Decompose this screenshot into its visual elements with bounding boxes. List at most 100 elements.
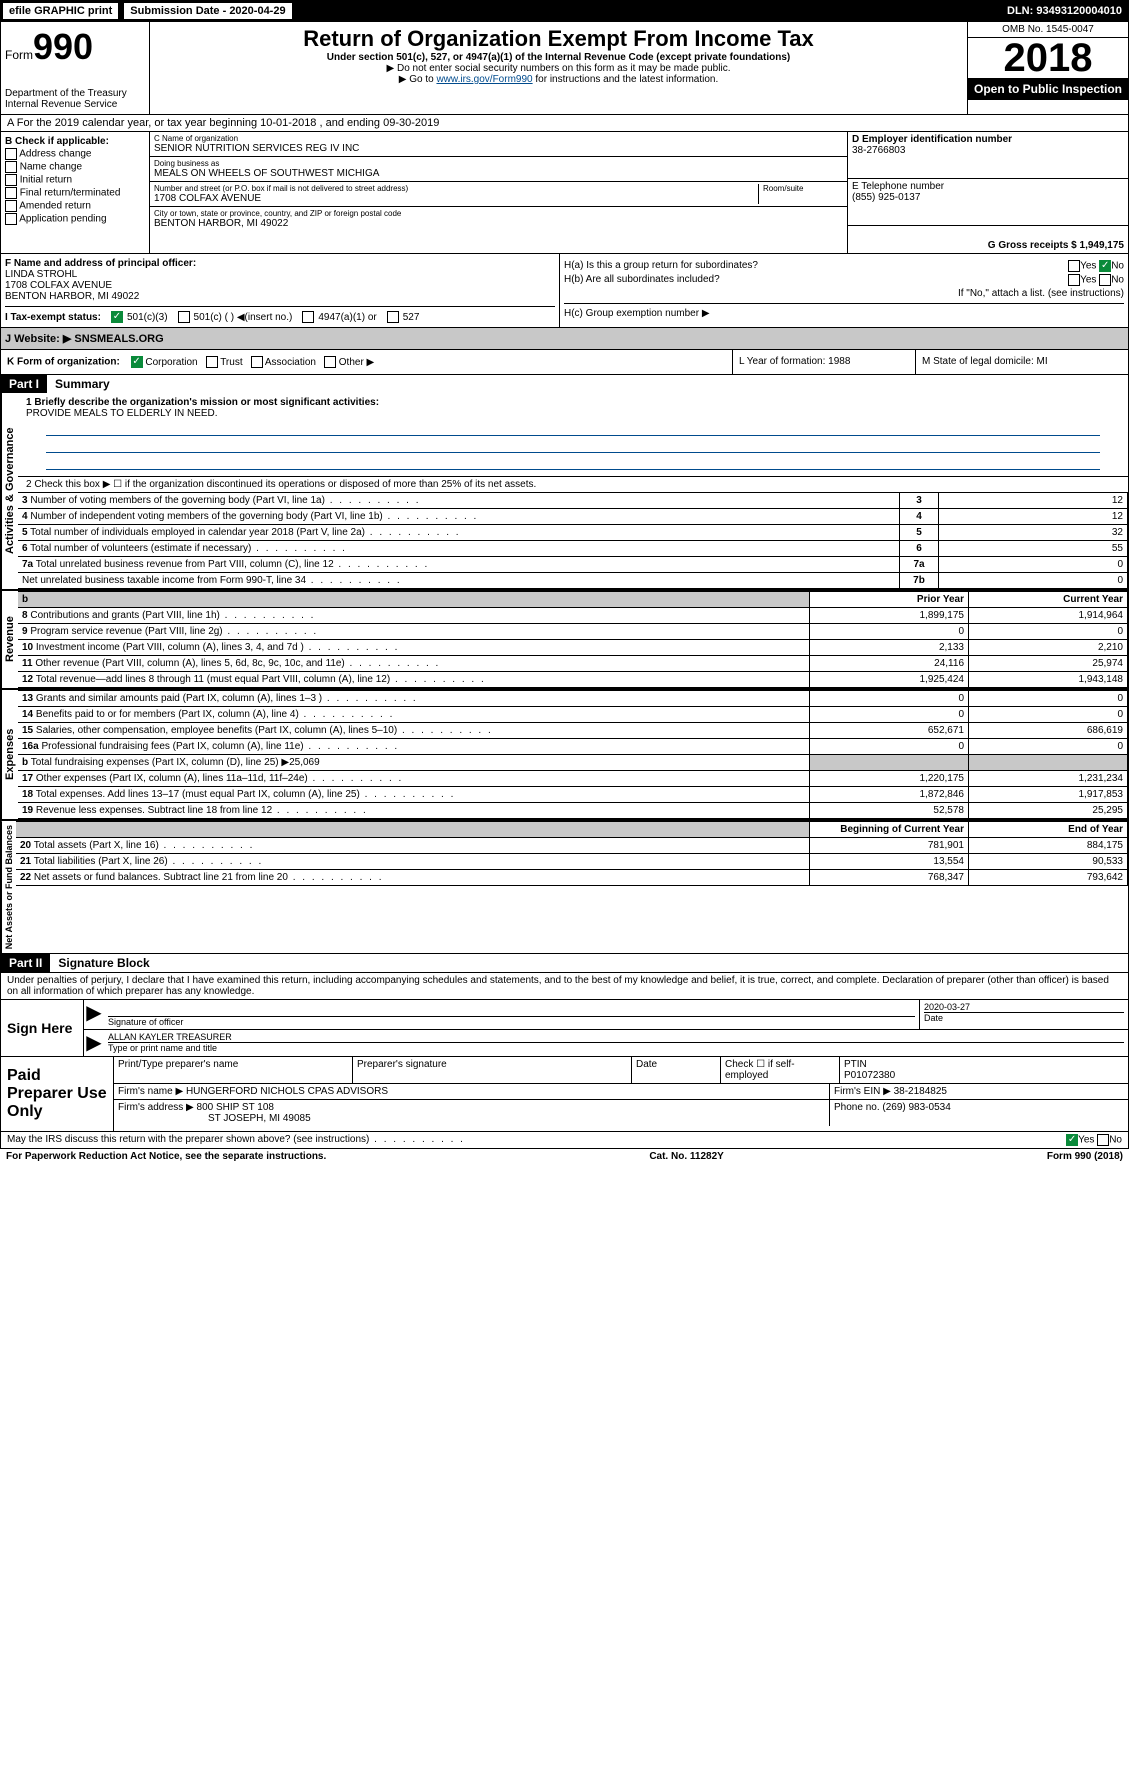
tax-year: 2018: [968, 38, 1128, 78]
preparer-name-header: Print/Type preparer's name: [114, 1057, 353, 1083]
table-row: 21 Total liabilities (Part X, line 26)13…: [16, 854, 1128, 870]
org-name-cell: C Name of organization SENIOR NUTRITION …: [150, 132, 847, 157]
table-row: 8 Contributions and grants (Part VIII, l…: [18, 608, 1128, 624]
table-row: 5 Total number of individuals employed i…: [18, 525, 1128, 541]
checkbox-option: Application pending: [5, 213, 145, 225]
section-m: M State of legal domicile: MI: [915, 350, 1128, 374]
line-1: 1 Briefly describe the organization's mi…: [18, 393, 1128, 476]
section-b: B Check if applicable: Address change Na…: [1, 132, 150, 253]
governance-table: 3 Number of voting members of the govern…: [18, 492, 1128, 589]
part-2: Part II Signature Block: [0, 954, 1129, 973]
part-1: Part I Summary Activities & Governance 1…: [0, 375, 1129, 954]
instr-2: ▶ Go to www.irs.gov/Form990 for instruct…: [154, 74, 963, 85]
table-row: 3 Number of voting members of the govern…: [18, 493, 1128, 509]
submission-date: Submission Date - 2020-04-29: [124, 3, 291, 19]
table-row: 14 Benefits paid to or for members (Part…: [18, 707, 1128, 723]
section-l: L Year of formation: 1988: [732, 350, 915, 374]
signature-field: Signature of officer: [104, 1000, 919, 1029]
table-row: 19 Revenue less expenses. Subtract line …: [18, 803, 1128, 819]
dln-number: DLN: 93493120004010: [1007, 5, 1128, 17]
table-row: 7a Total unrelated business revenue from…: [18, 557, 1128, 573]
form-org-option: Association: [251, 357, 316, 368]
sign-here-section: Sign Here ▶ Signature of officer 2020-03…: [0, 1000, 1129, 1057]
firm-address-cell: Firm's address ▶ 800 SHIP ST 108 ST JOSE…: [114, 1100, 830, 1126]
table-row: 13 Grants and similar amounts paid (Part…: [18, 691, 1128, 707]
table-row: b Total fundraising expenses (Part IX, c…: [18, 755, 1128, 771]
line-2: 2 Check this box ▶ ☐ if the organization…: [18, 476, 1128, 492]
paid-preparer-label: Paid Preparer Use Only: [1, 1057, 114, 1131]
checkbox-yes-icon: ✓: [1066, 1134, 1078, 1146]
vert-netassets: Net Assets or Fund Balances: [1, 821, 16, 953]
part-1-title: Summary: [47, 375, 118, 393]
table-row: 11 Other revenue (Part VIII, column (A),…: [18, 656, 1128, 672]
paid-preparer-section: Paid Preparer Use Only Print/Type prepar…: [0, 1057, 1129, 1132]
sub-title: Under section 501(c), 527, or 4947(a)(1)…: [154, 52, 963, 63]
checkbox-icon: [178, 311, 190, 323]
arrow-icon: ▶: [84, 1000, 104, 1029]
table-row: 12 Total revenue—add lines 8 through 11 …: [18, 672, 1128, 688]
form-org-option: Trust: [206, 357, 243, 368]
instr-1: ▶ Do not enter social security numbers o…: [154, 63, 963, 74]
section-fh: F Name and address of principal officer:…: [0, 254, 1129, 328]
table-row: 6 Total number of volunteers (estimate i…: [18, 541, 1128, 557]
checkbox-icon: [1068, 260, 1080, 272]
arrow-icon: ▶: [84, 1030, 104, 1055]
table-row: 22 Net assets or fund balances. Subtract…: [16, 870, 1128, 886]
vert-governance: Activities & Governance: [1, 393, 18, 589]
section-bc: B Check if applicable: Address change Na…: [0, 132, 1129, 254]
main-title: Return of Organization Exempt From Incom…: [154, 26, 963, 52]
ptin-cell: PTINP01072380: [840, 1057, 1128, 1083]
netassets-table: Beginning of Current YearEnd of Year20 T…: [16, 821, 1128, 886]
top-bar: efile GRAPHIC print Submission Date - 20…: [0, 0, 1129, 22]
ein-cell: D Employer identification number 38-2766…: [848, 132, 1128, 179]
checkbox-option: Initial return: [5, 174, 145, 186]
firm-name-cell: Firm's name ▶ HUNGERFORD NICHOLS CPAS AD…: [114, 1084, 830, 1099]
revenue-table: bPrior YearCurrent Year8 Contributions a…: [18, 591, 1128, 688]
part-2-header: Part II: [1, 954, 50, 972]
form-org-option: ✓ Corporation: [131, 357, 198, 368]
table-row: Net unrelated business taxable income fr…: [18, 573, 1128, 589]
table-row: 20 Total assets (Part X, line 16)781,901…: [16, 838, 1128, 854]
open-public-badge: Open to Public Inspection: [968, 78, 1128, 100]
website-row: J Website: ▶ SNSMEALS.ORG: [0, 328, 1129, 350]
table-row: 9 Program service revenue (Part VIII, li…: [18, 624, 1128, 640]
sign-here-label: Sign Here: [1, 1000, 84, 1056]
form-org-option: Other ▶: [324, 357, 374, 368]
efile-button[interactable]: efile GRAPHIC print: [3, 3, 118, 19]
checkbox-icon: [1068, 274, 1080, 286]
form-header: Form990 Department of the Treasury Inter…: [0, 22, 1129, 115]
part-2-title: Signature Block: [50, 954, 157, 972]
checkbox-option: Address change: [5, 148, 145, 160]
firm-ein-cell: Firm's EIN ▶ 38-2184825: [830, 1084, 1128, 1099]
table-row: 10 Investment income (Part VIII, column …: [18, 640, 1128, 656]
vert-expenses: Expenses: [1, 690, 18, 819]
dba-cell: Doing business as MEALS ON WHEELS OF SOU…: [150, 157, 847, 182]
checkbox-icon: [302, 311, 314, 323]
dept-treasury: Department of the Treasury Internal Reve…: [5, 88, 145, 110]
phone-cell: E Telephone number (855) 925-0137: [848, 179, 1128, 226]
officer-name-field: ALLAN KAYLER TREASURER Type or print nam…: [104, 1030, 1128, 1055]
footer: For Paperwork Reduction Act Notice, see …: [0, 1149, 1129, 1164]
perjury-statement: Under penalties of perjury, I declare th…: [0, 973, 1129, 1000]
row-a-tax-year: A For the 2019 calendar year, or tax yea…: [0, 115, 1129, 132]
city-cell: City or town, state or province, country…: [150, 207, 847, 231]
form-number: Form990: [5, 26, 145, 68]
part-1-header: Part I: [1, 375, 47, 393]
table-row: 17 Other expenses (Part IX, column (A), …: [18, 771, 1128, 787]
table-row: 16a Professional fundraising fees (Part …: [18, 739, 1128, 755]
section-h: H(a) Is this a group return for subordin…: [560, 254, 1128, 327]
section-f: F Name and address of principal officer:…: [1, 254, 560, 327]
vert-revenue: Revenue: [1, 591, 18, 688]
preparer-sig-header: Preparer's signature: [353, 1057, 632, 1083]
section-k: K Form of organization: ✓ Corporation Tr…: [1, 350, 732, 374]
checkbox-option: Final return/terminated: [5, 187, 145, 199]
irs-link[interactable]: www.irs.gov/Form990: [436, 74, 532, 85]
checkbox-icon: [387, 311, 399, 323]
table-row: 15 Salaries, other compensation, employe…: [18, 723, 1128, 739]
address-cell: Number and street (or P.O. box if mail i…: [150, 182, 847, 207]
expenses-table: 13 Grants and similar amounts paid (Part…: [18, 690, 1128, 819]
firm-phone-cell: Phone no. (269) 983-0534: [830, 1100, 1128, 1126]
checkbox-501c3-icon: ✓: [111, 311, 123, 323]
checkbox-icon: [1099, 274, 1111, 286]
signature-date: 2020-03-27 Date: [919, 1000, 1128, 1029]
